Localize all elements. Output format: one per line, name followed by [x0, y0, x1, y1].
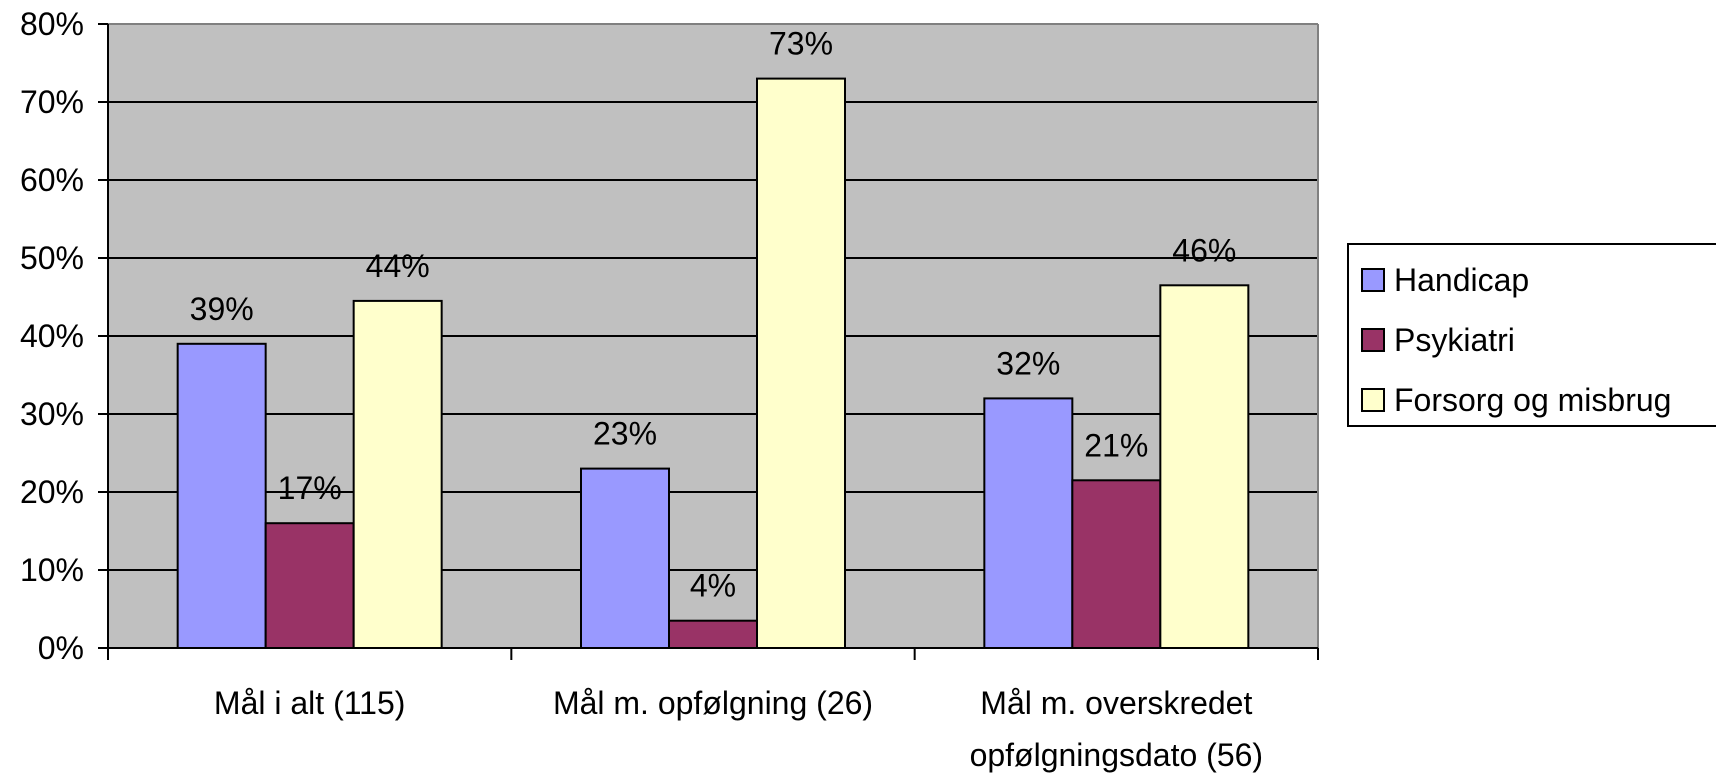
axes: 0% 10% 20% 30% 40% 50% 60% 70% 80% Mål i alt (115… — [20, 6, 1319, 773]
y-tick-label: 20% — [20, 474, 84, 510]
legend-swatch — [1361, 328, 1385, 352]
category-label: opfølgningsdato (56) — [970, 737, 1264, 773]
data-label: 73% — [769, 26, 833, 62]
legend-swatch — [1361, 268, 1385, 292]
data-label: 17% — [278, 470, 342, 506]
bar-forsorg-og-misbrug — [1159, 284, 1250, 649]
category-label: Mål m. overskredet — [980, 685, 1252, 721]
bar-psykiatri — [1071, 479, 1162, 649]
legend-label: Handicap — [1394, 262, 1529, 298]
bar-handicap — [983, 397, 1074, 649]
bar-handicap — [580, 467, 670, 649]
legend: Handicap Psykiatri Forsorg og misbrug — [1347, 243, 1716, 427]
bar-psykiatri — [668, 619, 758, 650]
y-tick-label: 60% — [20, 162, 84, 198]
legend-box — [1347, 243, 1716, 427]
data-label: 21% — [1084, 427, 1148, 463]
y-tick-label: 30% — [20, 396, 84, 432]
y-tick-label: 50% — [20, 240, 84, 276]
bar-psykiatri — [264, 522, 355, 650]
legend-label: Forsorg og misbrug — [1394, 382, 1671, 418]
legend-swatch — [1361, 388, 1385, 412]
data-label: 4% — [690, 568, 736, 604]
bar-forsorg-og-misbrug — [756, 77, 846, 650]
y-tick-label: 0% — [38, 630, 84, 666]
category-label: Mål m. opfølgning (26) — [553, 685, 873, 721]
legend-label: Psykiatri — [1394, 322, 1515, 358]
bar-handicap — [176, 342, 267, 649]
category-label: Mål i alt (115) — [214, 685, 405, 721]
data-label: 44% — [366, 248, 430, 284]
y-tick-label: 80% — [20, 6, 84, 42]
data-labels: 39% 17% 44% 23% 4% 73% 32% 21% 46% — [190, 26, 1237, 604]
bar-forsorg-og-misbrug — [352, 299, 443, 649]
bars — [176, 77, 1250, 650]
data-label: 46% — [1172, 232, 1236, 268]
data-label: 32% — [996, 345, 1060, 381]
y-tick-label: 70% — [20, 84, 84, 120]
y-tick-label: 10% — [20, 552, 84, 588]
y-tick-label: 40% — [20, 318, 84, 354]
data-label: 23% — [593, 416, 657, 452]
data-label: 39% — [190, 291, 254, 327]
